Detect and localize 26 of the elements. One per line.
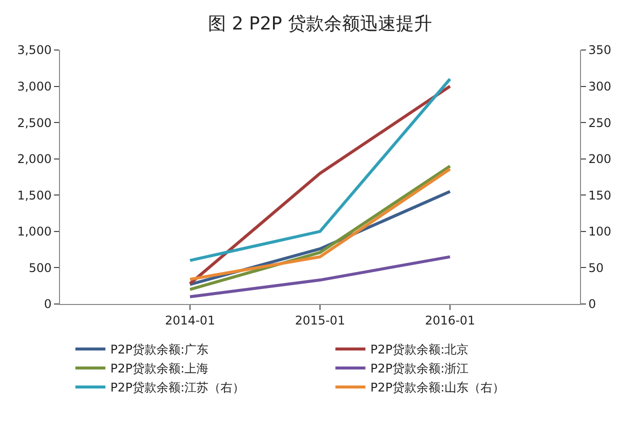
legend-label: P2P贷款余额:上海 <box>110 362 209 376</box>
y-tick-label: 0 <box>44 297 52 312</box>
y2-tick-label: 100 <box>588 224 612 239</box>
y2-tick-label: 0 <box>588 297 596 312</box>
legend-label: P2P贷款余额:北京 <box>370 342 469 357</box>
x-tick-label: 2014-01 <box>164 313 216 328</box>
legend-label: P2P贷款余额:山东（右） <box>370 380 505 395</box>
x-tick-label: 2015-01 <box>294 313 346 328</box>
y2-tick-label: 300 <box>588 79 612 94</box>
y2-tick-label: 150 <box>588 188 612 202</box>
y-tick-label: 2,000 <box>17 152 52 166</box>
y-tick-label: 500 <box>28 260 52 275</box>
legend-label: P2P贷款余额:浙江 <box>370 362 469 376</box>
y-tick-label: 1,000 <box>17 224 52 239</box>
x-tick-label: 2016-01 <box>424 313 476 328</box>
y2-tick-label: 200 <box>588 152 612 166</box>
y2-tick-label: 350 <box>588 43 612 58</box>
y2-tick-label: 250 <box>588 116 612 130</box>
chart-title: 图 2 P2P 贷款余额迅速提升 <box>208 14 432 35</box>
y-tick-label: 1,500 <box>17 188 52 202</box>
y2-tick-label: 50 <box>588 260 604 275</box>
legend-label: P2P贷款余额:广东 <box>110 342 209 357</box>
y-tick-label: 3,500 <box>17 43 52 58</box>
y-tick-label: 3,000 <box>17 79 52 94</box>
legend-label: P2P贷款余额:江苏（右） <box>110 380 245 395</box>
y-tick-label: 2,500 <box>17 116 52 130</box>
